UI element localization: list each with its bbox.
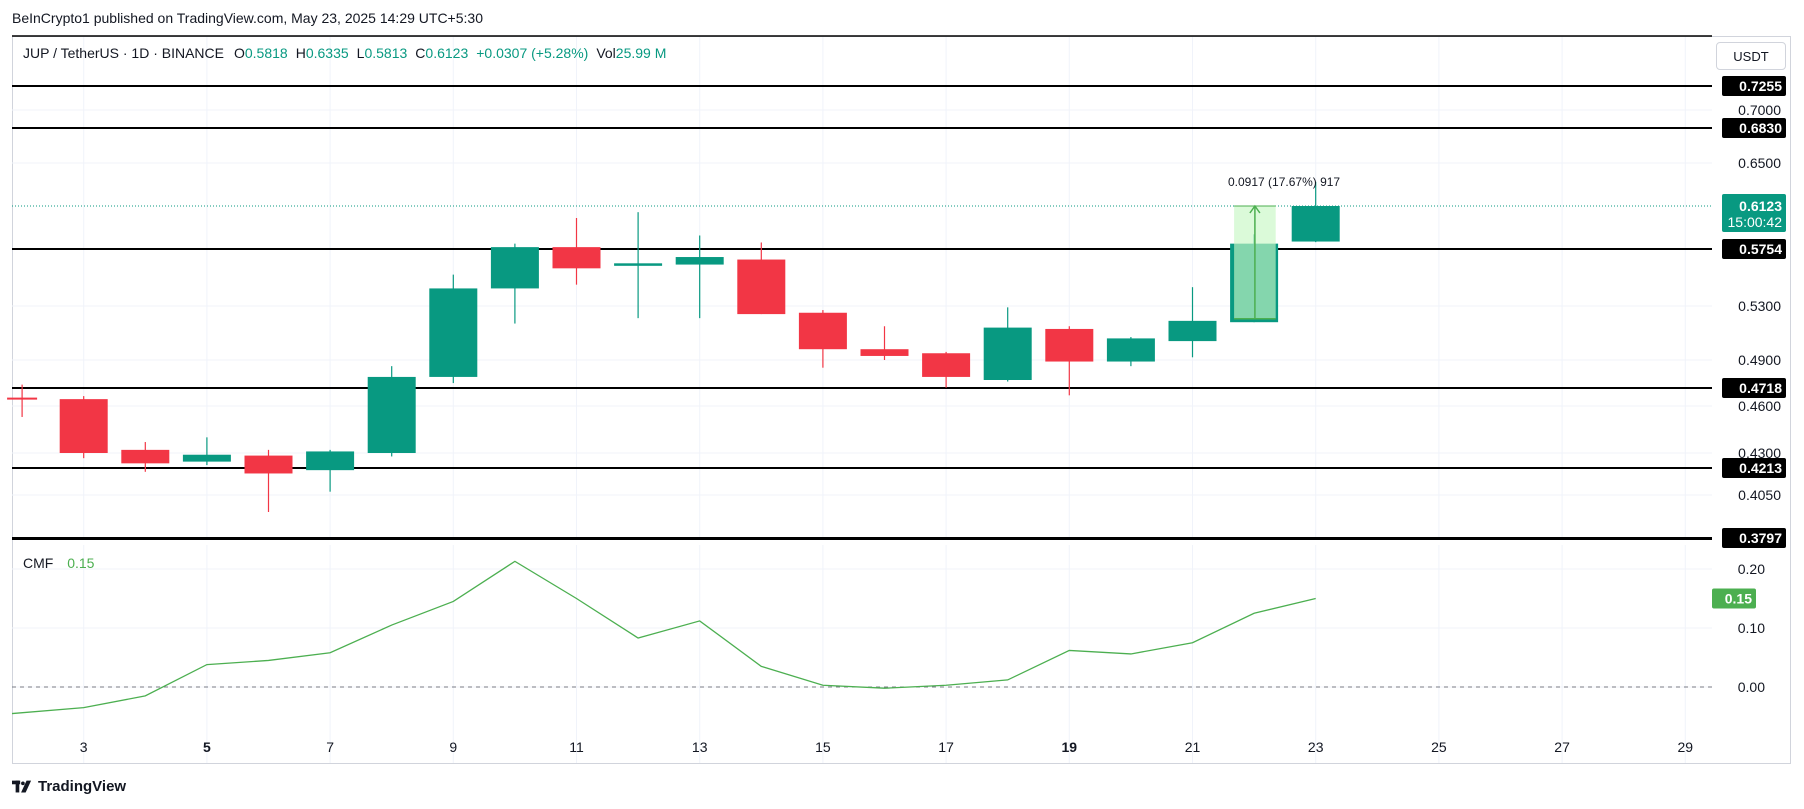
candle-body xyxy=(490,247,539,289)
published-line: BeInCrypto1 published on TradingView.com… xyxy=(12,10,483,26)
change-value: +0.0307 (+5.28%) xyxy=(476,45,589,61)
candle-body xyxy=(244,455,293,474)
x-tick-label: 29 xyxy=(1678,739,1694,755)
level-badge xyxy=(1722,118,1786,138)
last-price-badge xyxy=(1722,194,1786,232)
candle-body xyxy=(59,399,108,453)
cmf-y-tick-label: 0.10 xyxy=(1738,620,1765,636)
x-tick-label: 25 xyxy=(1431,739,1447,755)
y-tick-label: 0.4300 xyxy=(1738,445,1781,461)
candle-body xyxy=(7,397,38,400)
currency-button[interactable]: USDT xyxy=(1716,42,1786,70)
close-label: C xyxy=(415,45,426,61)
level-badge-label: 0.6830 xyxy=(1739,120,1782,136)
candle-body xyxy=(1045,328,1094,362)
x-tick-label: 17 xyxy=(938,739,954,755)
tradingview-footer[interactable]: TradingView xyxy=(12,778,126,795)
cmf-legend: CMF 0.15 xyxy=(23,555,94,571)
measure-label: 0.0917 (17.67%) 917 xyxy=(1228,175,1340,189)
y-tick-label: 0.6500 xyxy=(1738,155,1781,171)
candle-body xyxy=(983,327,1032,380)
candle-body xyxy=(1291,206,1340,242)
countdown-label: 15:00:42 xyxy=(1728,214,1783,230)
y-axis: 0.7000 0.6500 0.5300 0.4900 0.4600 0.4300 0.40… xyxy=(1712,76,1786,695)
candle-body xyxy=(306,451,355,471)
measure-arrowhead xyxy=(1249,204,1261,214)
last-price-label: 0.6123 xyxy=(1739,198,1782,214)
x-tick-label: 5 xyxy=(203,739,211,755)
candle-body xyxy=(737,259,786,315)
cmf-y-tick-label: 0.20 xyxy=(1738,561,1765,577)
cmf-name[interactable]: CMF xyxy=(23,555,54,571)
y-tick-label: 0.7000 xyxy=(1738,102,1781,118)
candle-body xyxy=(121,449,170,464)
y-tick-label: 0.5300 xyxy=(1738,298,1781,314)
x-tick-label: 11 xyxy=(569,739,584,755)
open-label: O xyxy=(233,45,245,61)
cmf-value: 0.15 xyxy=(67,555,95,571)
low-value: 0.5813 xyxy=(364,45,408,61)
high-label: H xyxy=(295,45,306,61)
x-tick-label: 27 xyxy=(1554,739,1570,755)
low-label: L xyxy=(356,45,365,61)
level-badge xyxy=(1722,378,1786,398)
cmf-value-badge xyxy=(1712,588,1756,609)
level-badge-label: 0.5754 xyxy=(1739,241,1782,257)
cmf-pane xyxy=(11,538,1712,715)
close-value: 0.6123 xyxy=(425,45,469,61)
level-badge-label: 0.4718 xyxy=(1739,380,1782,396)
x-tick-label: 15 xyxy=(815,739,831,755)
high-value: 0.6335 xyxy=(305,45,349,61)
measure-tool: 0.0917 (17.67%) 917 xyxy=(1228,175,1340,320)
candle-body xyxy=(860,349,909,356)
cmf-y-tick-label: 0.00 xyxy=(1738,679,1765,695)
open-value: 0.5818 xyxy=(244,45,288,61)
x-tick-label: 21 xyxy=(1185,739,1201,755)
symbol-name[interactable]: JUP / TetherUS · 1D · BINANCE xyxy=(23,45,224,61)
candle-body xyxy=(1106,338,1155,362)
grid xyxy=(12,35,1712,763)
candle-body xyxy=(182,454,231,462)
level-badge-label: 0.4213 xyxy=(1739,460,1782,476)
x-tick-label: 19 xyxy=(1062,739,1078,755)
level-badge xyxy=(1722,76,1786,96)
candle-body xyxy=(1168,320,1217,342)
y-tick-label: 0.4050 xyxy=(1738,487,1781,503)
x-tick-label: 23 xyxy=(1308,739,1324,755)
y-tick-label: 0.4600 xyxy=(1738,398,1781,414)
x-tick-label: 9 xyxy=(449,739,457,755)
candle-body xyxy=(798,312,847,350)
x-tick-label: 13 xyxy=(692,739,708,755)
tradingview-logo-icon xyxy=(12,780,32,792)
x-axis: 3 5 7 9 11 13 15 17 19 21 23 25 27 29 xyxy=(80,739,1693,755)
y-tick-label: 0.4900 xyxy=(1738,352,1781,368)
level-badge xyxy=(1722,458,1786,478)
level-badge-label: 0.3797 xyxy=(1739,530,1782,546)
footer-brand: TradingView xyxy=(38,778,127,795)
candle-body xyxy=(675,257,724,265)
candle-body xyxy=(429,288,478,377)
volume-label: Vol xyxy=(596,45,616,61)
x-tick-label: 3 xyxy=(80,739,88,755)
level-badge-label: 0.7255 xyxy=(1739,78,1782,94)
candle-body xyxy=(922,353,971,377)
candle-body xyxy=(367,376,416,453)
level-badge xyxy=(1722,528,1786,548)
cmf-value-badge-label: 0.15 xyxy=(1725,591,1752,607)
cmf-series-line xyxy=(11,560,1316,715)
volume-value: 25.99 M xyxy=(615,45,667,61)
level-badge xyxy=(1722,239,1786,259)
x-tick-label: 7 xyxy=(326,739,334,755)
candle-body xyxy=(614,263,663,266)
candle-body xyxy=(552,247,601,269)
